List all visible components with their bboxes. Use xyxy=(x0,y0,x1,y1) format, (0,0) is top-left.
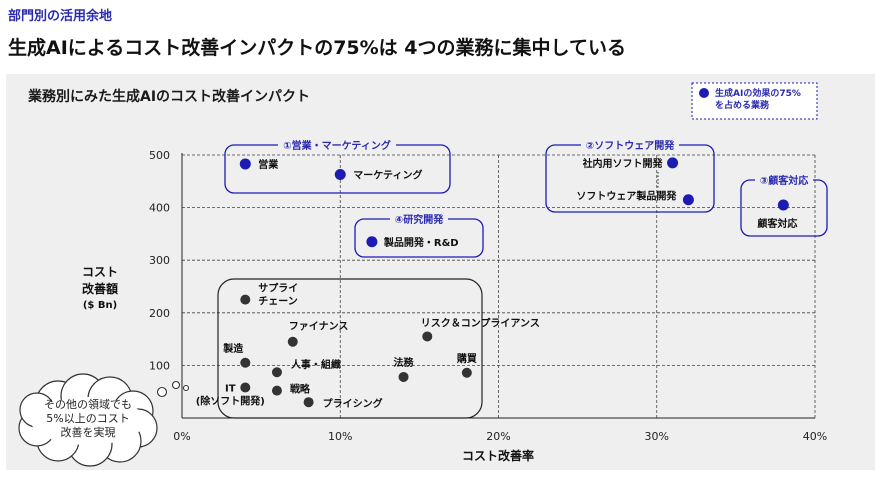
legend-box xyxy=(691,82,818,120)
data-point xyxy=(240,294,251,305)
data-point xyxy=(239,158,251,170)
chart-title: 業務別にみた生成AIのコスト改善インパクト xyxy=(28,89,311,105)
y-tick-label: 300 xyxy=(149,254,170,267)
data-point xyxy=(398,371,409,382)
y-axis-title: 改善額 xyxy=(82,281,118,296)
data-point xyxy=(240,357,251,368)
point-label: 法務 xyxy=(394,356,415,369)
data-point xyxy=(777,199,789,211)
legend-label: を占める業務 xyxy=(715,99,770,111)
group-label-bg xyxy=(755,173,813,187)
cloud-dot xyxy=(182,384,190,392)
group-boxes: ①営業・マーケティング ②ソフトウェア開発 ③顧客対応 ④研究開発 xyxy=(217,138,828,419)
point-label: プライシング xyxy=(323,397,383,410)
point-label: ソフトウェア製品開発 xyxy=(576,190,677,203)
data-point xyxy=(422,331,433,342)
group-label-bg xyxy=(278,138,396,152)
data-point xyxy=(461,367,472,378)
x-tick-label: 0% xyxy=(173,430,190,443)
group-label: ③顧客対応 xyxy=(760,174,808,187)
group-label-bg xyxy=(581,138,679,152)
point-label: (除ソフト開発) xyxy=(196,394,265,407)
cloud-dot xyxy=(156,386,168,398)
point-label: リスク＆コンプライアンス xyxy=(421,316,540,329)
axes: 0% 10% 20% 30% 40% 100 200 300 400 500 コスト改善率 コスト改善… xyxy=(82,149,827,463)
y-tick-label: 100 xyxy=(149,359,170,372)
annotation-text: 5%以上のコスト xyxy=(46,412,129,425)
point-label: サプライ xyxy=(258,282,298,295)
cloud-body xyxy=(31,397,145,445)
y-tick-label: 200 xyxy=(149,307,170,320)
group-label-bg xyxy=(390,212,448,226)
point-label: 購買 xyxy=(456,352,477,365)
legend-marker xyxy=(699,88,709,98)
x-axis-title: コスト改善率 xyxy=(462,448,534,463)
x-tick-label: 40% xyxy=(803,430,827,443)
group-label: ④研究開発 xyxy=(395,213,444,226)
point-label: 顧客対応 xyxy=(757,217,797,230)
point-label: 製造 xyxy=(222,342,244,355)
grid-lines xyxy=(182,154,816,418)
y-tick-label: 500 xyxy=(149,149,170,162)
x-tick-label: 10% xyxy=(328,430,352,443)
legend: 生成AIの効果の75%を占める業務 xyxy=(691,82,818,120)
cloud-dot xyxy=(171,380,181,390)
annotation-text: 改善を実現 xyxy=(61,425,116,439)
data-point xyxy=(334,168,346,180)
point-label: 社内用ソフト開発 xyxy=(582,157,664,170)
x-tick-label: 20% xyxy=(486,430,510,443)
others-box xyxy=(217,278,483,419)
point-label: IT xyxy=(225,383,236,394)
data-point xyxy=(667,157,679,169)
point-label: 人事・組織 xyxy=(291,358,341,371)
section-kicker: 部門別の活用余地 xyxy=(8,9,113,24)
data-point xyxy=(303,397,314,408)
point-label: マーケティング xyxy=(353,168,422,181)
group-label: ①営業・マーケティング xyxy=(283,139,391,152)
page-headline: 生成AIによるコスト改善インパクトの75%は 4つの業務に集中している xyxy=(8,37,626,59)
data-point xyxy=(682,194,694,206)
x-tick-label: 30% xyxy=(645,430,669,443)
point-label: 営業 xyxy=(258,158,279,171)
point-label: 製品開発・R&D xyxy=(383,236,459,249)
point-label: チェーン xyxy=(258,296,298,308)
y-tick-label: 400 xyxy=(149,202,170,215)
data-point xyxy=(366,236,378,248)
group-label: ②ソフトウェア開発 xyxy=(586,139,675,152)
point-label: ファイナンス xyxy=(289,321,349,333)
legend-label: 生成AIの効果の75% xyxy=(715,87,801,99)
data-point xyxy=(271,367,282,378)
point-label: 戦略 xyxy=(290,383,311,396)
annotation-text: その他の領域でも xyxy=(44,397,132,411)
y-axis-unit: ($ Bn) xyxy=(83,300,117,311)
data-point xyxy=(271,385,282,396)
y-axis-title: コスト xyxy=(82,265,118,279)
data-point xyxy=(287,336,298,347)
data-point xyxy=(240,382,251,393)
